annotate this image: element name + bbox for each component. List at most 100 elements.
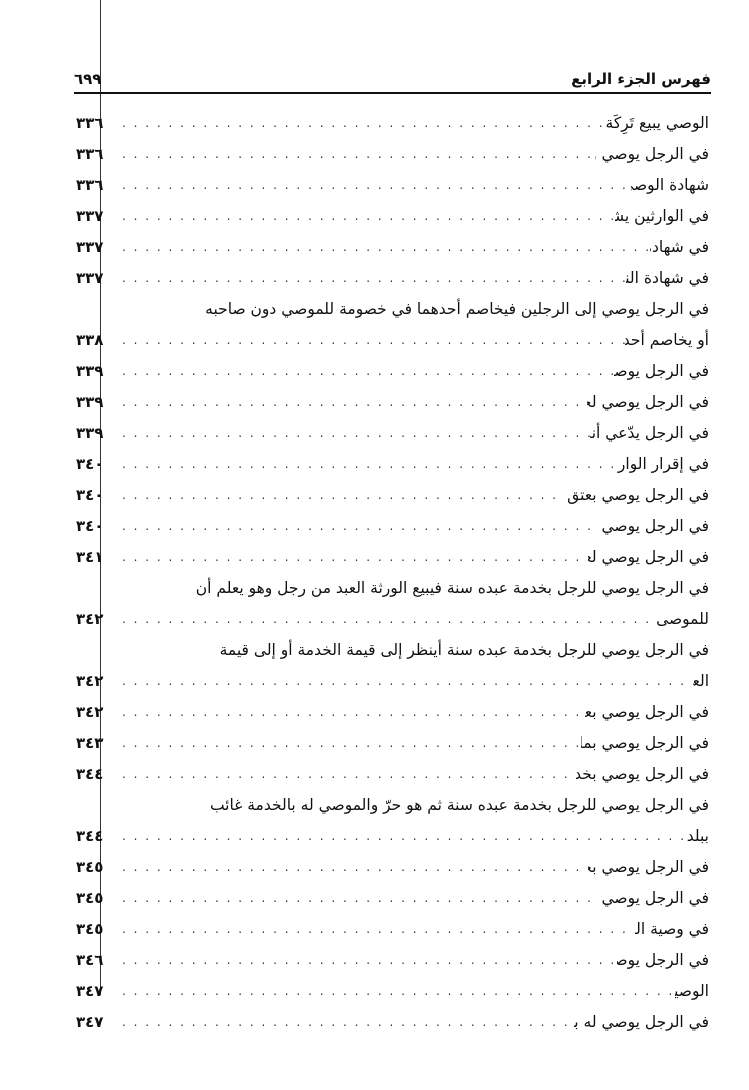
entry-title: في الرجل يوصي لأم ولده على أن لا تتزوّج — [614, 362, 709, 380]
entry-title: في شهادة النساء للوصي في الوصية — [625, 269, 709, 287]
entry-page-number: ٣٣٦ — [76, 145, 104, 163]
index-list: الوصي يبيع تَرِكَة الموصي وفي الورثة كبا… — [76, 108, 709, 1038]
entry-line: ببلد نائية. . . . . . . . . . . . . . . … — [76, 821, 709, 852]
dot-leader: . . . . . . . . . . . . . . . . . . . . … — [122, 829, 687, 843]
entry-page-number: ٣٤٥ — [76, 889, 104, 907]
entry-title: في الرجل يوصي ويقول قد أوصيت إلى فلان فص… — [595, 145, 709, 163]
entry-title: في إقرار الوارث الأجنبي بوصيّة أو بوديعة — [617, 455, 709, 473]
dot-leader: . . . . . . . . . . . . . . . . . . . . … — [122, 116, 603, 130]
entry-page-number: ٣٣٦ — [76, 176, 104, 194]
header-rule — [74, 92, 711, 94]
entry-title: في الرجل يوصي بعتق أمته إلى أجل فتلد قبل… — [565, 486, 709, 504]
dot-leader: . . . . . . . . . . . . . . . . . . . . … — [122, 705, 585, 719]
dot-leader: . . . . . . . . . . . . . . . . . . . . … — [122, 984, 675, 998]
entry-title: في الرجل يوصي لوارثه بخدمة عبده سنة ثم ه… — [599, 889, 709, 907]
entry-line: في الوارثين يشهدان لرجل أنه وصي أبيهما. … — [76, 201, 709, 232]
entry-line: في الرجل يوصي بعتق أمته إلى أجل فيعتقها … — [76, 511, 709, 542]
entry-page-number: ٣٤٦ — [76, 951, 104, 969]
entry-title: في الوارثين يشهدان لرجل أنه وصي أبيهما — [615, 207, 709, 225]
entry-title: في الرجل يوصي بعتق الأمة فتلد قبل موت ال… — [584, 703, 709, 721]
index-entry: في وصية المحجور عليه والصبي. . . . . . .… — [76, 914, 709, 945]
entry-line: في الرجل يوصي بخدمة عبده لرجل سنة ثم هو … — [76, 759, 709, 790]
entry-title: الوصي يبيع تَرِكَة الموصي وفي الورثة كبا… — [603, 114, 709, 132]
entry-page-number: ٣٣٧ — [76, 269, 104, 287]
entry-line: أو يخاصم أحدهما في دين على الميت. . . . … — [76, 325, 709, 356]
entry-title: في الرجل يوصي للرجل بخدمة عبده سنة ثم هو… — [209, 796, 709, 814]
dot-leader: . . . . . . . . . . . . . . . . . . . . … — [122, 240, 650, 254]
entry-line: في وصية المحجور عليه والصبي. . . . . . .… — [76, 914, 709, 945]
entry-title: في الرجل يوصي بعتق أمته إلى أجل فيعتقها … — [598, 517, 709, 535]
entry-line: الوصية للقاتل. . . . . . . . . . . . . .… — [76, 976, 709, 1007]
entry-page-number: ٣٣٩ — [76, 424, 104, 442]
entry-title: في الرجل يدّعي أنه قد أنفق مال اليتيم عل… — [590, 424, 709, 442]
entry-page-number: ٣٤٣ — [76, 734, 104, 752]
dot-leader: . . . . . . . . . . . . . . . . . . . . … — [122, 426, 590, 440]
index-entry: في الرجل يوصي بخدمة عبده لرجل سنة ثم هو … — [76, 759, 709, 790]
dot-leader: . . . . . . . . . . . . . . . . . . . . … — [122, 922, 635, 936]
entry-page-number: ٣٤١ — [76, 548, 104, 566]
dot-leader: . . . . . . . . . . . . . . . . . . . . … — [122, 364, 614, 378]
entry-page-number: ٣٤٠ — [76, 455, 104, 473]
entry-page-number: ٣٣٧ — [76, 238, 104, 256]
entry-line: في الرجل يوصي إلى الرجلين فيخاصم أحدهما … — [76, 294, 709, 325]
entry-title: في الرجل يوصي لجنين امرأة فأسقطته بعد مو… — [587, 393, 709, 411]
entry-title: في شهادة الوصي للورثة — [650, 238, 709, 256]
index-entry: في الرجل يوصي بخدمة أمته لرجل وبرقبتها ل… — [76, 852, 709, 883]
entry-page-number: ٣٤٢ — [76, 610, 104, 628]
entry-page-number: ٣٤٧ — [76, 1013, 104, 1031]
index-entry: في الرجل يوصي بعتق أمته إلى أجل فتلد قبل… — [76, 480, 709, 511]
entry-page-number: ٣٤٧ — [76, 982, 104, 1000]
entry-title: أو يخاصم أحدهما في دين على الميت — [624, 331, 709, 349]
entry-title: ببلد نائية — [687, 827, 709, 845]
entry-line: في الرجل يوصي لعبده بثلث ماله والثلث يحم… — [76, 542, 709, 573]
entry-title: شهادة الوصي لرجل أنه وصيّ معه — [631, 176, 709, 194]
entry-title: في الرجل يوصي بخدمة عبده لرجل سنة ثم هو … — [575, 765, 709, 783]
entry-page-number: ٣٣٨ — [76, 331, 104, 349]
index-entry: الوصية للقاتل. . . . . . . . . . . . . .… — [76, 976, 709, 1007]
index-entry: الوصي يبيع تَرِكَة الموصي وفي الورثة كبا… — [76, 108, 709, 139]
entry-page-number: ٣٤٠ — [76, 486, 104, 504]
entry-line: في الرجل يوصي ويقول قد أوصيت إلى فلان فص… — [76, 139, 709, 170]
entry-title: في الرجل يوصي إلى الرجلين فيخاصم أحدهما … — [205, 300, 709, 318]
entry-line: في الرجل يوصي للرجل بخدمة عبده سنة أينظر… — [76, 635, 709, 666]
entry-title: العبد؟ — [693, 672, 709, 690]
dot-leader: . . . . . . . . . . . . . . . . . . . . … — [122, 519, 598, 533]
entry-title: للموصى له فيه الخدمة — [654, 610, 709, 628]
entry-line: في شهادة الوصي للورثة. . . . . . . . . .… — [76, 232, 709, 263]
entry-line: في شهادة النساء للوصي في الوصية. . . . .… — [76, 263, 709, 294]
index-entry: في الرجل يوصي للرجل بخدمة عبده سنة أينظر… — [76, 635, 709, 697]
entry-title: في الرجل يوصي لعبد وارثه أو لعبد نفسه — [617, 951, 709, 969]
dot-leader: . . . . . . . . . . . . . . . . . . . . … — [122, 178, 631, 192]
entry-line: في الرجل يوصي لوارثه بخدمة عبده سنة ثم ه… — [76, 883, 709, 914]
entry-line: في الرجل يوصي بعتق الأمة فتلد قبل موت ال… — [76, 697, 709, 728]
entry-line: للموصى له فيه الخدمة. . . . . . . . . . … — [76, 604, 709, 635]
index-entry: في الرجل يوصي لعبده بثلث ماله والثلث يحم… — [76, 542, 709, 573]
index-entry: في الرجل يوصي لأم ولده على أن لا تتزوّج.… — [76, 356, 709, 387]
dot-leader: . . . . . . . . . . . . . . . . . . . . … — [122, 953, 617, 967]
dot-leader: . . . . . . . . . . . . . . . . . . . . … — [122, 674, 694, 688]
entry-line: في الرجل يوصي للرجل بخدمة عبده سنة ثم هو… — [76, 790, 709, 821]
entry-page-number: ٣٣٩ — [76, 362, 104, 380]
index-entry: في إقرار الوارث الأجنبي بوصيّة أو بوديعة… — [76, 449, 709, 480]
dot-leader: . . . . . . . . . . . . . . . . . . . . … — [122, 767, 576, 781]
entry-line: في الرجل يوصي بخدمة أمته لرجل وبرقبتها ل… — [76, 852, 709, 883]
entry-line: الوصي يبيع تَرِكَة الموصي وفي الورثة كبا… — [76, 108, 709, 139]
dot-leader: . . . . . . . . . . . . . . . . . . . . … — [122, 860, 588, 874]
entry-page-number: ٣٣٦ — [76, 114, 104, 132]
page-number: ٦٩٩ — [74, 70, 102, 88]
entry-line: في الرجل يوصي له بالوصية فيموت الموصى له… — [76, 1007, 709, 1038]
entry-title: في وصية المحجور عليه والصبي — [635, 920, 709, 938]
scan-margin-line — [100, 0, 101, 995]
page-header: ٦٩٩ فهرس الجزء الرابع — [74, 58, 711, 88]
dot-leader: . . . . . . . . . . . . . . . . . . . . … — [122, 736, 582, 750]
entry-title: في الرجل يوصي لعبده بثلث ماله والثلث يحم… — [588, 548, 709, 566]
entry-title: في الرجل يوصي للرجل بخدمة عبده سنة أينظر… — [219, 641, 709, 659]
dot-leader: . . . . . . . . . . . . . . . . . . . . … — [122, 1015, 574, 1029]
index-entry: في شهادة الوصي للورثة. . . . . . . . . .… — [76, 232, 709, 263]
dot-leader: . . . . . . . . . . . . . . . . . . . . … — [122, 271, 626, 285]
entry-line: في الرجل يوصي لجنين امرأة فأسقطته بعد مو… — [76, 387, 709, 418]
index-entry: في الرجل يوصي بعتق أمته إلى أجل فيعتقها … — [76, 511, 709, 542]
index-entry: في الرجل يوصي لوارثه بخدمة عبده سنة ثم ه… — [76, 883, 709, 914]
entry-title: الوصية للقاتل — [675, 982, 709, 1000]
entry-line: في الرجل يوصي بعتق أمته إلى أجل فتلد قبل… — [76, 480, 709, 511]
